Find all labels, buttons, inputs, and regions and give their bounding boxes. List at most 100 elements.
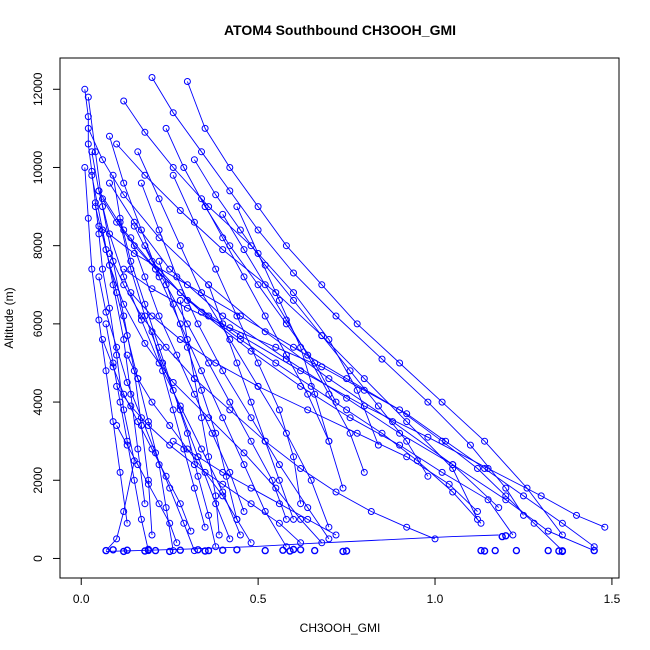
- data-point: [413, 457, 421, 465]
- data-point: [169, 164, 177, 171]
- data-point: [502, 492, 510, 500]
- data-point: [495, 504, 503, 512]
- profile-series: [81, 164, 131, 527]
- series-line: [98, 190, 514, 536]
- series-line: [112, 175, 217, 547]
- data-point: [212, 265, 220, 273]
- data-point: [106, 230, 113, 238]
- data-point: [318, 281, 326, 289]
- data-point: [212, 191, 220, 199]
- data-point: [109, 171, 117, 179]
- data-point: [544, 527, 552, 535]
- data-point: [272, 289, 280, 297]
- data-point: [367, 508, 375, 515]
- data-point: [247, 500, 255, 508]
- data-point: [183, 429, 191, 437]
- profile-series: [190, 156, 432, 480]
- y-tick-label: 6000: [31, 310, 45, 337]
- data-point: [236, 336, 244, 343]
- data-point: [166, 422, 174, 429]
- data-point: [141, 500, 149, 508]
- data-point: [81, 85, 89, 93]
- data-point: [297, 465, 305, 472]
- data-point: [558, 531, 566, 539]
- x-tick-label: 1.0: [427, 592, 444, 606]
- data-point: [102, 546, 110, 555]
- data-point: [290, 343, 297, 351]
- data-point: [84, 214, 92, 222]
- series-line: [91, 175, 146, 504]
- data-point: [91, 148, 99, 156]
- profile-series: [141, 242, 290, 523]
- data-point: [424, 433, 432, 441]
- data-point: [141, 171, 149, 179]
- series-line: [102, 339, 192, 532]
- data-point: [215, 531, 223, 539]
- data-point: [378, 429, 386, 437]
- data-point: [194, 472, 202, 480]
- data-point: [261, 328, 269, 336]
- data-point: [403, 437, 411, 445]
- data-point: [173, 273, 181, 281]
- series-line: [158, 261, 238, 520]
- data-point: [558, 547, 567, 556]
- data-point: [296, 546, 305, 554]
- data-point: [99, 336, 106, 343]
- data-point: [218, 546, 227, 554]
- data-point: [155, 500, 163, 508]
- data-point: [226, 398, 234, 406]
- data-point: [134, 418, 142, 426]
- data-point: [304, 406, 312, 414]
- data-point: [198, 195, 205, 203]
- profile-series: [205, 281, 297, 523]
- data-point: [240, 508, 248, 515]
- data-point: [109, 363, 117, 371]
- data-point: [205, 312, 213, 320]
- data-point: [183, 445, 191, 453]
- data-point: [558, 519, 566, 527]
- data-point: [169, 386, 177, 394]
- data-point: [190, 375, 198, 383]
- data-point: [165, 547, 174, 556]
- data-point: [286, 547, 294, 555]
- data-point: [343, 406, 351, 414]
- data-point: [144, 422, 152, 429]
- profile-series: [113, 422, 181, 547]
- series-line: [172, 440, 337, 536]
- data-point: [155, 359, 163, 367]
- data-point: [134, 461, 142, 469]
- data-point: [590, 546, 598, 555]
- data-point: [180, 164, 188, 171]
- profile-series: [84, 93, 156, 539]
- data-point: [208, 429, 216, 437]
- data-point: [254, 250, 262, 257]
- data-point: [127, 257, 135, 265]
- data-point: [261, 508, 269, 515]
- data-point: [268, 476, 276, 484]
- data-point: [81, 164, 89, 171]
- data-point: [176, 336, 184, 343]
- profile-series: [183, 78, 566, 539]
- profile-series: [169, 171, 305, 508]
- data-point: [148, 328, 156, 336]
- data-point: [290, 289, 297, 297]
- data-point: [205, 511, 213, 519]
- data-point: [127, 234, 135, 242]
- profile-series: [219, 210, 368, 476]
- data-point: [120, 300, 128, 308]
- data-point: [480, 547, 489, 555]
- series-line: [126, 354, 252, 544]
- series-line: [144, 245, 287, 520]
- data-point: [282, 515, 290, 523]
- series-line: [109, 253, 436, 540]
- data-point: [137, 414, 145, 422]
- data-point: [346, 429, 354, 437]
- data-point: [99, 195, 106, 203]
- data-point: [106, 132, 113, 140]
- data-point: [275, 461, 283, 469]
- y-axis: 0 2000 4000 6000 8000 10000 12000: [31, 72, 61, 562]
- data-point: [247, 484, 255, 492]
- data-point: [297, 539, 305, 547]
- data-point: [445, 480, 453, 488]
